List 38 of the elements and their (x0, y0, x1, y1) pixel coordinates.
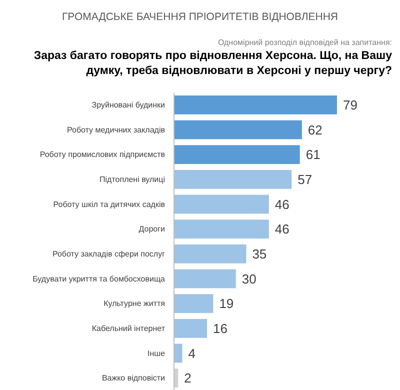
y-tick-label: Дороги (138, 224, 165, 234)
y-tick-label: Інше (147, 348, 166, 358)
bar (174, 344, 182, 363)
data-label: 62 (308, 122, 322, 138)
bar (174, 244, 246, 264)
y-tick-label: Роботу закладів сфери послуг (52, 249, 166, 258)
y-tick-label: Зруйновані будинки (92, 100, 165, 110)
bar (174, 269, 236, 288)
bar (174, 220, 269, 239)
chart-title: ГРОМАДСЬКЕ БАЧЕННЯ ПРІОРИТЕТІВ ВІДНОВЛЕННЯ (62, 11, 338, 23)
data-label: 4 (188, 346, 196, 361)
data-label: 79 (343, 97, 358, 112)
y-tick-label: Важко відповісти (102, 374, 165, 383)
text: Одномірний розподіл відповідей на запитання: (218, 38, 392, 47)
data-label: 61 (306, 147, 320, 162)
bar (174, 194, 269, 214)
y-tick-label: Культурне життя (104, 299, 165, 308)
data-label: 30 (242, 271, 256, 286)
bar (174, 170, 292, 189)
data-label: 57 (298, 172, 312, 187)
y-tick-label: Будувати укриття та бомбосховища (32, 274, 166, 284)
y-tick-label: Роботу медичних закладів (67, 125, 165, 134)
y-tick-label: Роботу промислових підприємств (40, 150, 165, 160)
y-tick-label: Кабельний інтернет (92, 324, 166, 333)
data-label: 46 (274, 196, 290, 212)
y-tick-label: Роботу шкіл та дитячих садків (53, 200, 165, 209)
y-tick-label: Підтоплені вулиці (100, 174, 166, 184)
bar (174, 145, 300, 164)
data-label: 46 (274, 222, 290, 237)
chart-subtitle: Зараз багато говорять про відновлення Херсона. Що, на Вашу думку, треба відновлювати в Херсоні у першу чергу? (34, 50, 393, 77)
data-label: 2 (184, 370, 192, 386)
data-label: 16 (213, 320, 228, 336)
bar (174, 95, 337, 114)
data-label: 19 (219, 296, 234, 312)
bar (174, 318, 208, 338)
bar (174, 120, 302, 140)
data-label: 35 (252, 246, 267, 262)
bar (174, 294, 214, 314)
